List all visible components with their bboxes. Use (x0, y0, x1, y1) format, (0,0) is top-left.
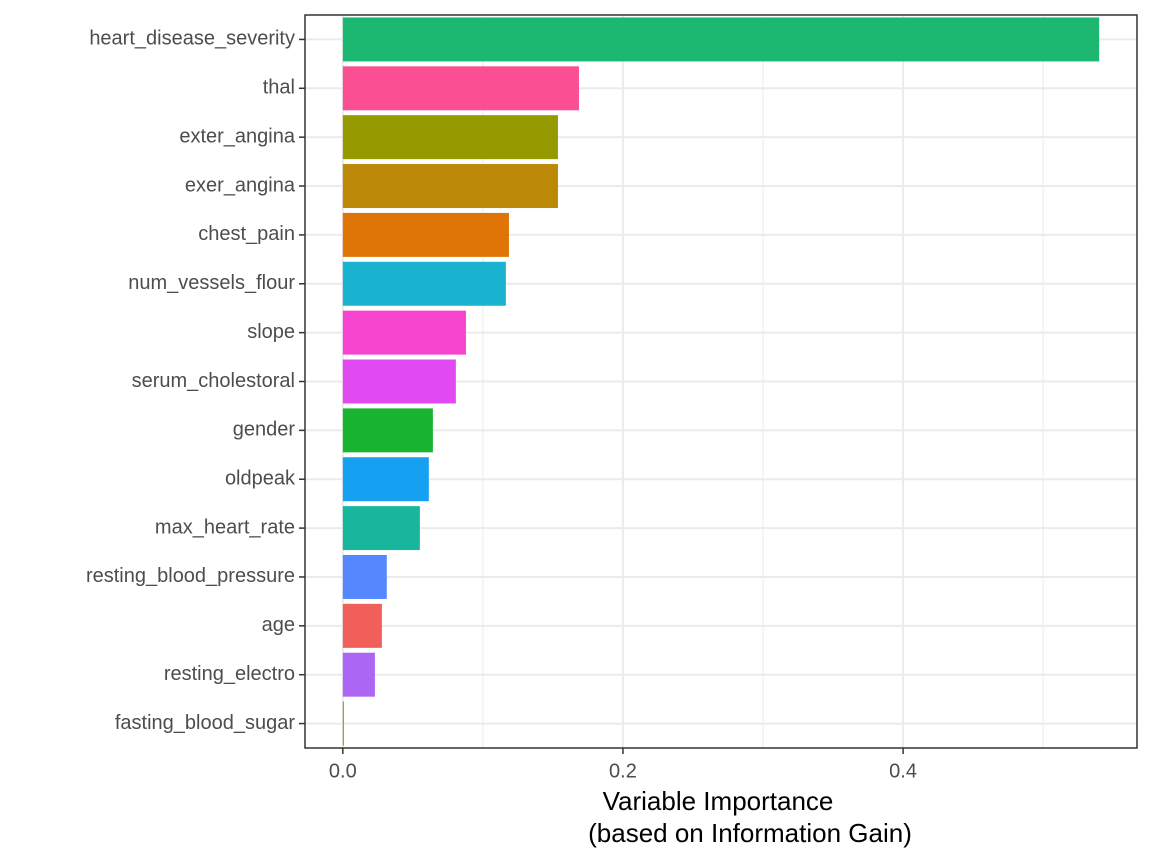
bar (342, 701, 344, 746)
bar (342, 261, 506, 306)
x-tick-label: 0.2 (609, 760, 637, 782)
y-tick-label: gender (233, 419, 296, 441)
plot-border (304, 14, 1138, 749)
y-tick-label: chest_pain (198, 223, 295, 245)
y-tick-label: fasting_blood_sugar (115, 712, 295, 734)
y-tick-label: num_vessels_flour (128, 272, 295, 294)
bar (342, 603, 382, 648)
y-tick-label: resting_electro (164, 663, 295, 685)
bar (342, 164, 558, 209)
y-tick-label: thal (263, 77, 295, 99)
x-tick-label: 0.0 (329, 760, 357, 782)
x-tick-label: 0.4 (889, 760, 917, 782)
bar (342, 506, 420, 551)
y-tick-label: serum_cholestoral (132, 370, 295, 392)
bar (342, 17, 1100, 62)
bar (342, 310, 466, 355)
y-tick-label: exter_angina (179, 125, 296, 147)
y-tick-label: slope (247, 321, 295, 343)
bar (342, 66, 579, 111)
bar (342, 457, 429, 502)
y-tick-label: max_heart_rate (155, 516, 295, 538)
y-tick-label: heart_disease_severity (89, 28, 295, 50)
bar (342, 554, 387, 599)
bar (342, 359, 456, 404)
bar (342, 408, 433, 453)
y-tick-label: exer_angina (185, 174, 296, 196)
y-tick-label: age (262, 614, 295, 636)
bar (342, 115, 558, 160)
x-axis-title: (based on Information Gain) (588, 818, 912, 848)
y-tick-label: resting_blood_pressure (86, 565, 295, 587)
x-axis-title: Variable Importance (603, 786, 834, 816)
y-tick-label: oldpeak (225, 468, 296, 490)
bar (342, 212, 509, 257)
bar (342, 652, 375, 697)
